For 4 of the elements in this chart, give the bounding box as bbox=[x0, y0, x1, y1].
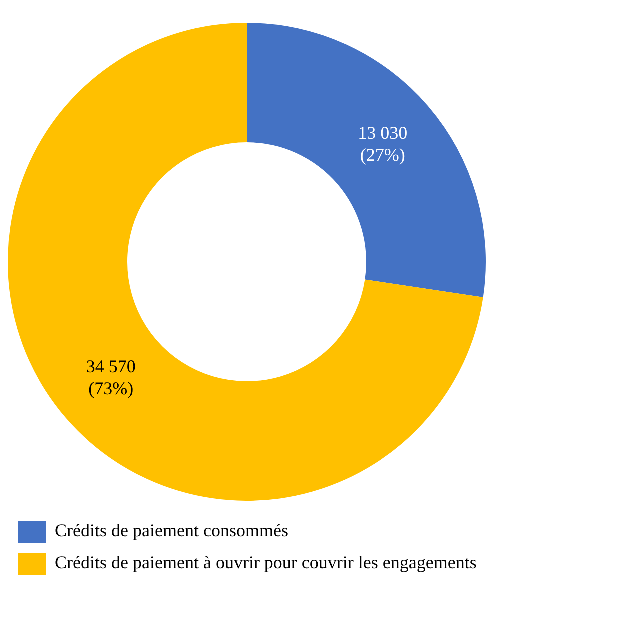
data-label: 13 030 (27%) bbox=[358, 122, 408, 165]
data-label: 34 570 (73%) bbox=[86, 356, 136, 399]
legend-label: Crédits de paiement consommés bbox=[55, 520, 288, 541]
legend-label: Crédits de paiement à ouvrir pour couvrir les engagements bbox=[55, 552, 477, 573]
